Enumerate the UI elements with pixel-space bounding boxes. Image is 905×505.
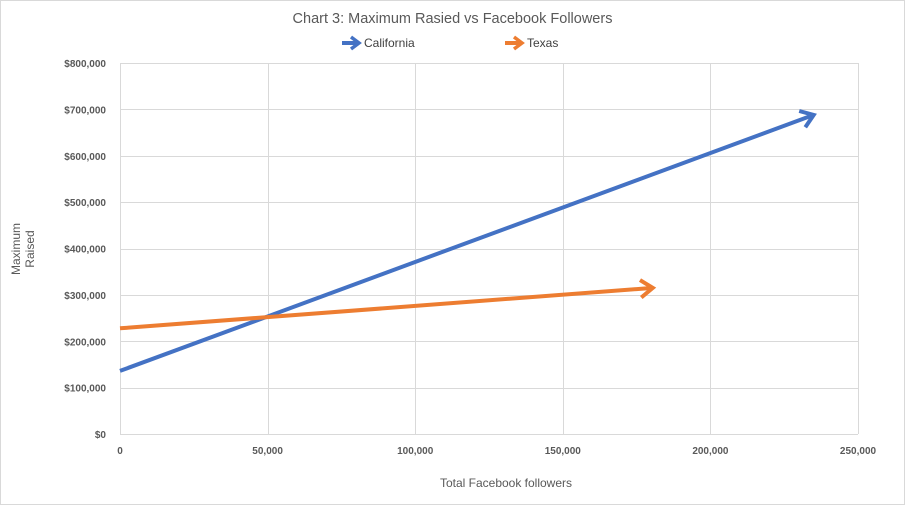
y-tick-label: $500,000	[64, 198, 106, 209]
y-tick-label: $600,000	[64, 152, 106, 163]
x-tick-label: 150,000	[545, 446, 582, 457]
x-axis-title: Total Facebook followers	[439, 476, 573, 490]
legend-item-texas: Texas	[503, 35, 558, 51]
series-line-texas	[119, 285, 653, 331]
y-tick-label: $400,000	[64, 245, 106, 256]
y-tick-label: $100,000	[64, 384, 106, 395]
legend-label-california: California	[364, 36, 415, 50]
x-tick-label: 0	[117, 446, 123, 457]
x-tick-label: 50,000	[252, 446, 283, 457]
legend-item-california: California	[340, 35, 415, 51]
y-tick-label: $300,000	[64, 291, 106, 302]
y-tick-label: $800,000	[64, 59, 106, 70]
y-tick-label: $700,000	[64, 105, 106, 116]
legend-label-texas: Texas	[527, 36, 559, 50]
series-arrowhead-texas	[638, 278, 657, 300]
y-tick-label: $200,000	[64, 337, 106, 348]
series-line-california	[119, 113, 815, 373]
legend-arrow-icon-texas	[505, 35, 525, 51]
series-arrowhead-california	[798, 109, 817, 129]
chart-title: Chart 3: Maximum Rasied vs Facebook Foll…	[292, 11, 613, 27]
x-tick-label: 100,000	[397, 446, 434, 457]
x-tick-label: 200,000	[692, 446, 729, 457]
legend-arrow-icon-california	[342, 35, 362, 51]
legend: California Texas	[0, 35, 905, 53]
x-tick-label: 250,000	[840, 446, 877, 457]
y-tick-label: $0	[95, 430, 107, 441]
